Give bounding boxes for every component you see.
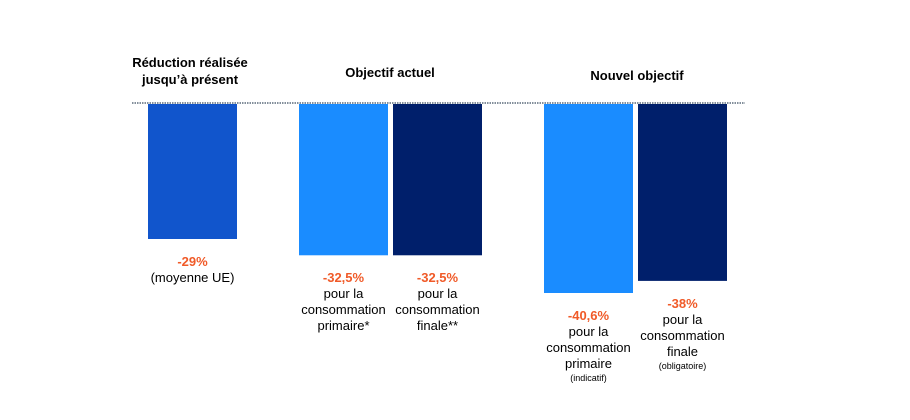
value-label: -32,5% [416,270,459,286]
value-label: -38% [667,295,698,311]
bar [393,104,482,256]
bar-description: (moyenne UE) [150,270,235,285]
group-title-line: Objectif actuel [345,65,435,80]
group-title-line: jusqu’à présent [141,72,239,87]
bar-label: -38% pour la consommation finale (obligato… [623,296,743,372]
value-label: -29% [177,254,208,269]
group-title-line: Nouvel objectif [590,68,684,83]
bar-description: pour la consommation primaire [546,324,631,371]
group-title: Réduction réalisée jusqu’à présent [90,54,290,88]
bar [299,104,388,256]
value-label: -32,5% [322,270,365,286]
bar-description: pour la consommation finale [640,311,725,359]
bar-label: -32,5% pour la consommation finale** [378,270,498,334]
value-label: -40,6% [567,308,610,323]
bar-label: -29% (moyenne UE) [133,254,253,286]
bar-description: pour la consommation primaire* [301,286,386,334]
group-title: Objectif actuel [290,64,490,81]
bar-description: pour la consommation finale** [395,286,480,334]
bar-label: -40,6% pour la consommation primaire (indi… [529,308,649,384]
bar [638,104,727,281]
bar-label: -32,5% pour la consommation primaire* [284,270,404,334]
group-title-line: Réduction réalisée [132,55,248,70]
bar-note: (obligatoire) [658,360,707,371]
group-title: Nouvel objectif [537,67,737,84]
bar [544,104,633,293]
bar-note: (indicatif) [570,373,607,383]
bar [148,104,237,239]
